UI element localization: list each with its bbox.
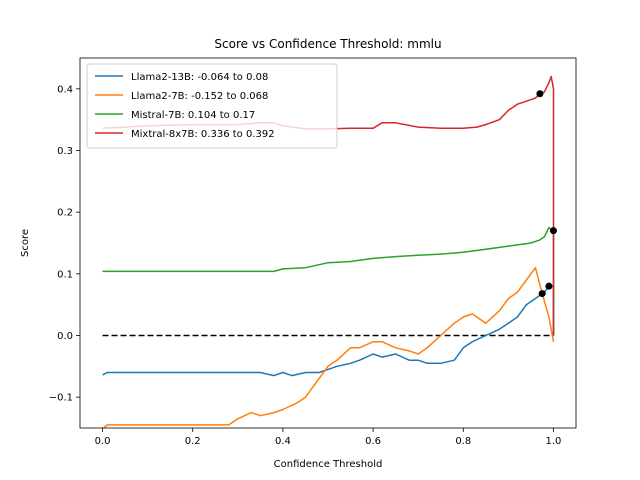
legend: Llama2-13B: -0.064 to 0.08 Llama2-7B: -0.…: [86, 63, 338, 149]
x-axis: 0.0 0.2 0.4 0.6 0.8 1.0: [95, 428, 562, 447]
x-tick-label: 0.2: [185, 436, 201, 447]
marker-point-0: [536, 90, 544, 98]
y-tick-label: 0.3: [57, 146, 73, 157]
y-tick-label: 0.1: [57, 269, 73, 280]
legend-entry-0: Llama2-13B: -0.064 to 0.08: [131, 72, 268, 83]
legend-box: [86, 63, 338, 149]
y-axis: −0.1 0.0 0.1 0.2 0.3 0.4: [49, 84, 80, 404]
x-axis-label: Confidence Threshold: [274, 459, 383, 470]
x-tick-label: 0.6: [365, 436, 381, 447]
legend-entry-1: Llama2-7B: -0.152 to 0.068: [131, 91, 268, 102]
marker-point-3: [549, 227, 557, 235]
series-line-2: [102, 226, 555, 336]
y-tick-label: −0.1: [49, 393, 73, 404]
x-tick-label: 1.0: [546, 436, 562, 447]
series-line-1: [102, 266, 555, 428]
x-tick-label: 0.8: [455, 436, 471, 447]
y-tick-label: 0.0: [57, 331, 73, 342]
plot-area: [102, 75, 557, 428]
series-line-0: [102, 285, 555, 377]
legend-entry-3: Mixtral-8x7B: 0.336 to 0.392: [131, 129, 275, 140]
legend-entry-2: Mistral-7B: 0.104 to 0.17: [131, 110, 255, 121]
y-axis-label: Score: [20, 229, 31, 257]
x-tick-label: 0.4: [275, 436, 291, 447]
axes-frame: [79, 57, 577, 429]
marker-point-1: [538, 290, 546, 298]
x-tick-label: 0.0: [95, 436, 111, 447]
y-tick-label: 0.4: [57, 84, 73, 95]
chart-title: Score vs Confidence Threshold: mmlu: [214, 37, 441, 51]
marker-point-2: [545, 282, 553, 290]
y-tick-label: 0.2: [57, 208, 73, 219]
